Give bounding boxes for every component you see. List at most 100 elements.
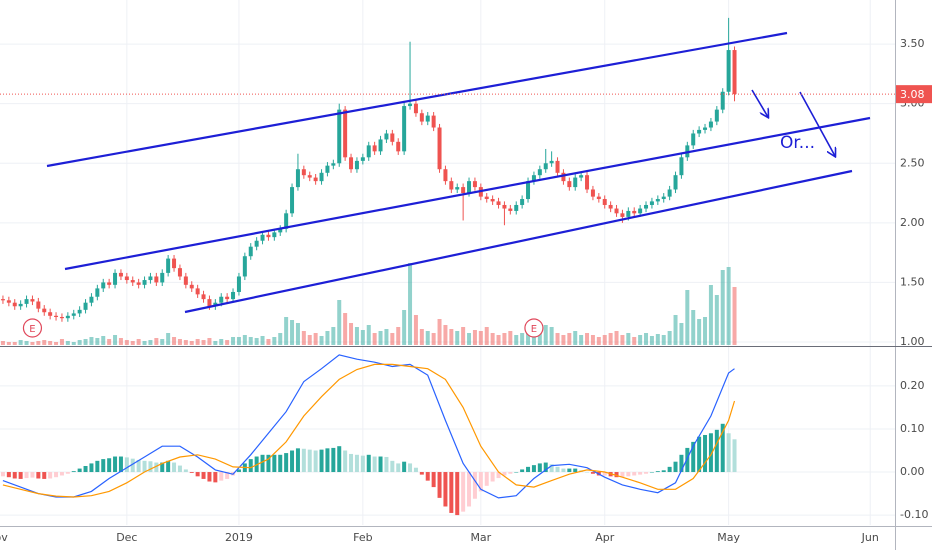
volume — [0, 263, 737, 345]
histogram-bar — [602, 472, 607, 476]
candle-body — [402, 106, 407, 152]
histogram-bar — [508, 472, 513, 474]
histogram-bar — [183, 469, 188, 473]
volume-bar — [325, 331, 330, 345]
volume-bar — [644, 333, 649, 345]
annotation: Or... — [780, 133, 815, 153]
volume-bar — [638, 335, 643, 345]
volume-bar — [549, 327, 554, 345]
volume-bar — [0, 341, 5, 345]
y2-tick-label: 0.00 — [900, 465, 925, 478]
candle-body — [720, 91, 725, 110]
histogram-bar — [378, 456, 383, 473]
histogram-bar — [490, 472, 495, 482]
x-tick-label: Apr — [595, 531, 615, 544]
volume-bar — [337, 300, 342, 345]
candle-body — [667, 189, 672, 197]
x-tick-label: Feb — [353, 531, 372, 544]
histogram-bar — [160, 462, 165, 473]
volume-bar — [242, 335, 247, 345]
histogram-bar — [154, 462, 159, 473]
histogram-bar — [638, 472, 643, 475]
histogram-bar — [89, 463, 94, 473]
earnings-label: E — [531, 324, 537, 335]
volume-bar — [703, 317, 708, 345]
x-tick-label: Dec — [116, 531, 137, 544]
candle-body — [502, 204, 507, 209]
y-tick-label: 3.50 — [900, 37, 925, 50]
volume-bar — [720, 270, 725, 345]
earnings-marker — [524, 318, 544, 338]
histogram-bar — [655, 471, 660, 473]
volume-bar — [496, 335, 501, 345]
candle-body — [160, 272, 165, 283]
candle-body — [354, 160, 359, 170]
histogram-bar — [266, 454, 271, 473]
candle-body — [585, 175, 590, 190]
volume-bar — [708, 285, 713, 345]
histogram-bar — [24, 472, 29, 479]
candle-body — [596, 196, 601, 200]
candle-body — [307, 175, 312, 178]
histogram-bar — [431, 472, 436, 488]
volume-bar — [6, 342, 11, 345]
candle-body — [626, 210, 631, 217]
candle-body — [655, 199, 660, 202]
candle-body — [154, 276, 159, 283]
volume-bar — [248, 337, 253, 345]
candle-body — [573, 177, 578, 188]
volume-bar — [225, 340, 230, 345]
candle-body — [396, 141, 401, 152]
candle-body — [360, 157, 365, 161]
histogram-bar — [207, 472, 212, 482]
histogram-bar — [644, 472, 649, 474]
volume-bar — [42, 340, 47, 345]
candle-body — [113, 272, 118, 285]
candle-body — [561, 172, 566, 182]
volume-bar — [419, 329, 424, 345]
macd-line — [2, 363, 736, 498]
histogram-bar — [12, 472, 17, 479]
volume-bar — [71, 342, 76, 345]
histogram-bar — [77, 468, 82, 473]
histogram-bar — [113, 456, 118, 473]
candle-body — [472, 181, 477, 188]
candle-body — [449, 181, 454, 190]
histogram-bar — [136, 459, 141, 473]
histogram-bar — [307, 449, 312, 473]
histogram-bar — [567, 468, 572, 473]
volume-bar — [231, 337, 236, 345]
histogram-bar — [732, 439, 737, 473]
histogram-bar — [59, 472, 64, 476]
candle-body — [118, 272, 123, 277]
histogram-bar — [449, 472, 454, 513]
histogram-bar — [614, 472, 619, 478]
histogram-bar — [720, 423, 725, 473]
volume-bar — [124, 340, 129, 345]
volume-bar — [130, 341, 135, 345]
candle-body — [644, 204, 649, 209]
histogram-bar — [673, 461, 678, 473]
histogram-bar — [561, 468, 566, 473]
histogram-bar — [679, 454, 684, 473]
histogram-bar — [390, 460, 395, 473]
volume-bar — [219, 339, 224, 345]
volume-bar — [461, 327, 466, 345]
volume-bar — [307, 335, 312, 345]
candle-body — [726, 50, 731, 92]
volume-bar — [236, 337, 241, 345]
candle-body — [372, 145, 377, 152]
histogram-bar — [585, 472, 590, 473]
volume-bar — [732, 287, 737, 345]
candle-body — [260, 234, 265, 241]
candle-body — [189, 284, 194, 289]
histogram-bar — [343, 450, 348, 473]
volume-bar — [278, 333, 283, 345]
volume-bar — [107, 339, 112, 345]
volume-bar — [390, 333, 395, 345]
volume-bar — [667, 331, 672, 345]
histogram-bar — [360, 455, 365, 473]
candle-body — [638, 208, 643, 214]
volume-bar — [213, 341, 218, 345]
volume-bar — [366, 325, 371, 345]
